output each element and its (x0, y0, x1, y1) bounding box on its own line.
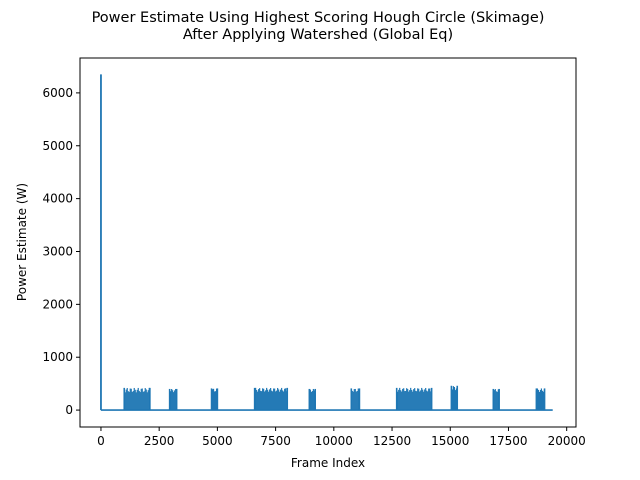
x-axis-label: Frame Index (291, 456, 365, 470)
series-burst (395, 387, 433, 411)
x-tick-label: 2500 (144, 434, 175, 448)
x-axis-ticks: 0 2500 5000 7500 10000 12500 15000 17500 20000 (97, 427, 586, 448)
x-tick-label: 10000 (315, 434, 353, 448)
plot-area (100, 74, 553, 411)
y-tick-label: 6000 (42, 86, 73, 100)
plot-frame (79, 57, 577, 428)
x-tick-label: 17500 (489, 434, 527, 448)
y-tick-label: 1000 (42, 350, 73, 364)
series-burst (450, 385, 459, 411)
y-tick-label: 5000 (42, 139, 73, 153)
series-burst (492, 388, 500, 411)
series-burst (535, 388, 546, 411)
x-tick-label: 5000 (202, 434, 233, 448)
x-tick-label: 15000 (431, 434, 469, 448)
x-tick-label: 0 (97, 434, 105, 448)
x-tick-label: 20000 (548, 434, 586, 448)
series-burst (308, 388, 316, 411)
x-tick-label: 7500 (260, 434, 291, 448)
y-axis-ticks: 0 1000 2000 3000 4000 5000 6000 (42, 86, 80, 417)
series-burst (210, 388, 219, 411)
y-axis-label: Power Estimate (W) (15, 183, 29, 301)
y-tick-label: 3000 (42, 244, 73, 258)
x-tick-label: 12500 (373, 434, 411, 448)
series-burst (123, 387, 151, 411)
y-tick-label: 0 (65, 403, 73, 417)
y-tick-label: 4000 (42, 192, 73, 206)
series-burst (253, 387, 289, 411)
y-tick-label: 2000 (42, 297, 73, 311)
chart-subtitle: After Applying Watershed (Global Eq) (183, 27, 453, 43)
chart-title: Power Estimate Using Highest Scoring Hou… (92, 10, 545, 26)
series-burst (168, 388, 178, 411)
series-burst (350, 388, 361, 411)
